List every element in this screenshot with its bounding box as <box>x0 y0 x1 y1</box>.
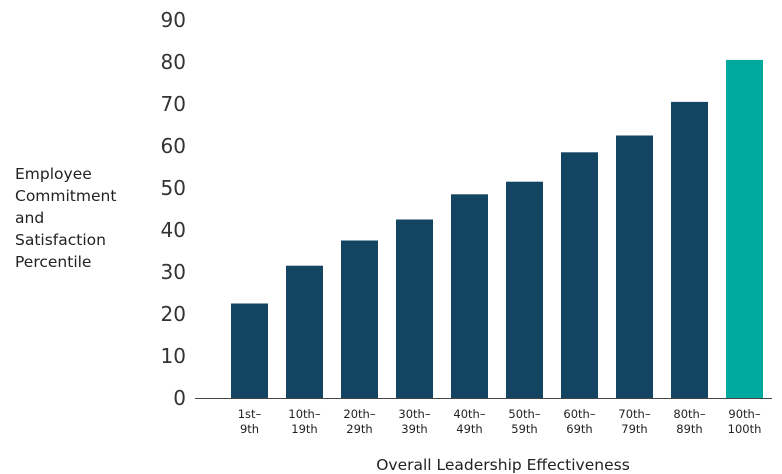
bar-0 <box>231 303 268 398</box>
bar-3 <box>396 219 433 398</box>
x-tick-label: 29th <box>346 422 372 436</box>
bar-9 <box>726 59 763 399</box>
bar-5 <box>506 181 543 398</box>
bar-6 <box>561 152 598 398</box>
x-tick-label: 50th– <box>508 407 540 421</box>
x-tick-label: 59th <box>511 422 537 436</box>
y-axis-title-line: Employee <box>15 165 92 183</box>
x-tick-label: 79th <box>621 422 647 436</box>
x-tick-label: 20th– <box>343 407 375 421</box>
x-tick-label: 10th– <box>288 407 320 421</box>
y-tick-label: 20 <box>161 302 186 326</box>
y-axis-title-line: Satisfaction <box>15 231 106 249</box>
x-tick-label: 9th <box>240 422 259 436</box>
y-tick-label: 40 <box>161 218 186 242</box>
y-tick-label: 70 <box>161 92 186 116</box>
bar-7 <box>616 135 653 398</box>
x-axis-ticks: 1st–9th 10th–19th 20th–29th 30th–39th 40th–4… <box>238 407 762 436</box>
y-tick-label: 10 <box>161 344 186 368</box>
y-tick-label: 90 <box>161 8 186 32</box>
y-axis-title-line: Commitment <box>15 187 116 205</box>
y-axis-title: Employee Commitment and Satisfaction Percent… <box>15 165 116 271</box>
y-tick-label: 50 <box>161 176 186 200</box>
x-tick-label: 70th– <box>618 407 650 421</box>
x-tick-label: 80th– <box>673 407 705 421</box>
x-tick-label: 30th– <box>398 407 430 421</box>
x-tick-label: 39th <box>401 422 427 436</box>
x-tick-label: 90th– <box>728 407 760 421</box>
bars <box>231 59 763 399</box>
x-tick-label: 69th <box>566 422 592 436</box>
x-tick-label: 1st– <box>238 407 262 421</box>
y-axis-title-line: and <box>15 209 44 227</box>
x-tick-label: 19th <box>291 422 317 436</box>
bar-4 <box>451 194 488 398</box>
bar-8 <box>671 101 708 399</box>
y-tick-label: 80 <box>161 50 186 74</box>
y-tick-label: 60 <box>161 134 186 158</box>
bar-2 <box>341 240 378 398</box>
y-axis-ticks: 0 10 20 30 40 50 60 70 80 90 <box>161 8 186 410</box>
x-tick-label: 89th <box>676 422 702 436</box>
bar-1 <box>286 265 323 398</box>
x-tick-label: 40th– <box>453 407 485 421</box>
x-tick-label: 60th– <box>563 407 595 421</box>
x-axis-title: Overall Leadership Effectiveness <box>376 456 630 474</box>
y-axis-title-line: Percentile <box>15 253 91 271</box>
x-tick-label: 100th <box>728 422 762 436</box>
y-tick-label: 30 <box>161 260 186 284</box>
x-tick-label: 49th <box>456 422 482 436</box>
y-tick-label: 0 <box>173 386 186 410</box>
